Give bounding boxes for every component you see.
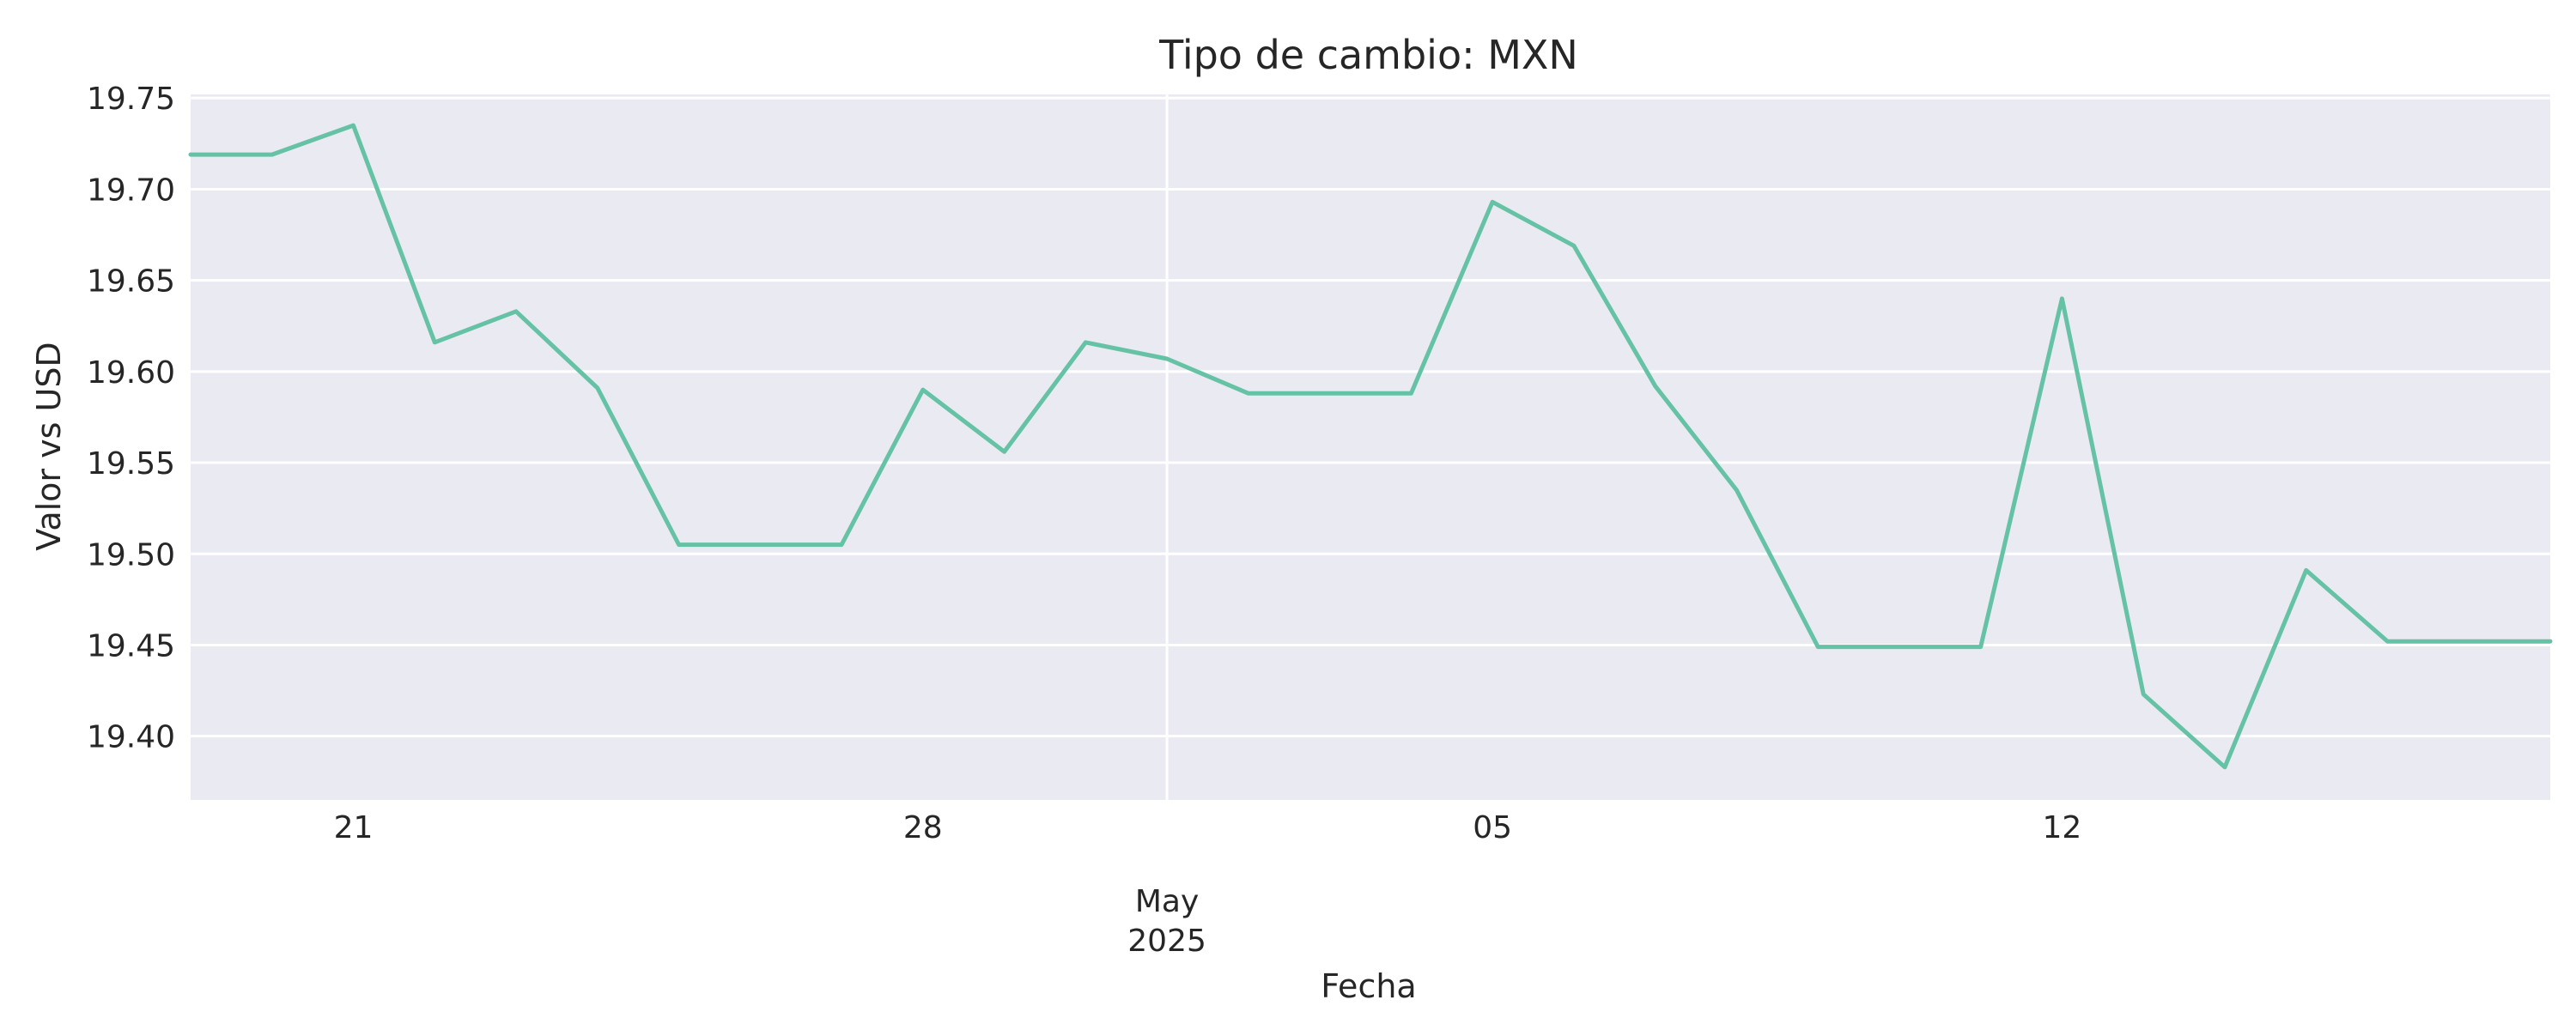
- series-line: [188, 123, 2553, 770]
- y-tick-label: 19.45: [87, 628, 175, 663]
- chart-title: Tipo de cambio: MXN: [1158, 32, 1578, 78]
- grid: [191, 94, 2550, 800]
- x-axis-label: Fecha: [1321, 967, 1416, 1005]
- x-major-tick-sublabel: 2025: [1127, 924, 1206, 959]
- y-tick-label: 19.75: [87, 82, 175, 117]
- x-tick-label: 21: [334, 810, 374, 845]
- y-tick-label: 19.70: [87, 173, 175, 208]
- y-tick-label: 19.50: [87, 537, 175, 573]
- y-tick-label: 19.55: [87, 446, 175, 482]
- x-axis-ticks: May 2025 21 28 05 12: [334, 810, 2082, 959]
- y-axis-label: Valor vs USD: [30, 342, 68, 550]
- x-tick-label: 28: [903, 810, 943, 845]
- x-tick-label: 12: [2043, 810, 2082, 845]
- plot-area: [191, 94, 2550, 800]
- y-tick-label: 19.60: [87, 355, 175, 391]
- y-tick-label: 19.65: [87, 264, 175, 300]
- series-layer: [188, 123, 2553, 770]
- x-tick-label: 05: [1473, 810, 1512, 845]
- x-major-tick-label: May: [1135, 884, 1199, 919]
- y-tick-label: 19.40: [87, 720, 175, 755]
- y-axis-ticks: 19.40 19.45 19.50 19.55 19.60 19.65 19.70 19.75: [87, 82, 175, 754]
